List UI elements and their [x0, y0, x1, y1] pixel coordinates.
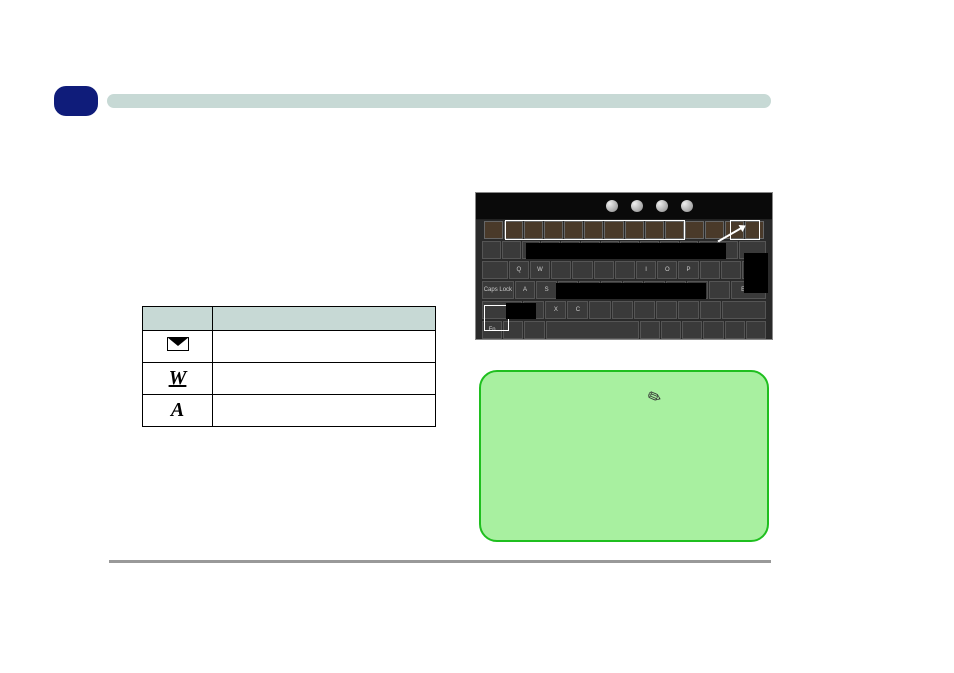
- redaction-strip: [744, 253, 768, 293]
- table-header-icon-col: [143, 307, 213, 331]
- header-bar: [107, 94, 771, 108]
- mail-icon: [167, 337, 189, 351]
- key-row: Fn: [482, 321, 766, 339]
- table-header-row: [143, 307, 436, 331]
- table-row: W: [143, 363, 436, 395]
- redaction-strip: [526, 243, 726, 259]
- table-row: [143, 331, 436, 363]
- hotkey-button: [681, 200, 693, 212]
- redaction-strip: [506, 303, 536, 319]
- redaction-strip: [556, 283, 706, 299]
- page-number-badge: [54, 86, 98, 116]
- cell-desc: [213, 331, 436, 363]
- hotkey-button: [656, 200, 668, 212]
- cell-icon: [143, 331, 213, 363]
- keyboard-top-bezel: [476, 193, 772, 219]
- footer-divider: [109, 560, 771, 563]
- w-icon: W: [169, 367, 187, 389]
- cell-icon: A: [143, 395, 213, 427]
- cell-desc: [213, 363, 436, 395]
- ap-icon: A: [171, 399, 184, 421]
- cell-icon: W: [143, 363, 213, 395]
- hotkey-button: [606, 200, 618, 212]
- table-header-desc-col: [213, 307, 436, 331]
- hotkey-button: [631, 200, 643, 212]
- cell-desc: [213, 395, 436, 427]
- key-row: QW I OP: [482, 261, 766, 279]
- hotkey-table: W A: [142, 306, 436, 427]
- note-box: [479, 370, 769, 542]
- table-row: A: [143, 395, 436, 427]
- highlight-box: [505, 220, 685, 240]
- keyboard-photo: QW I OP Caps LockASD Enter ZXC Fn: [475, 192, 773, 340]
